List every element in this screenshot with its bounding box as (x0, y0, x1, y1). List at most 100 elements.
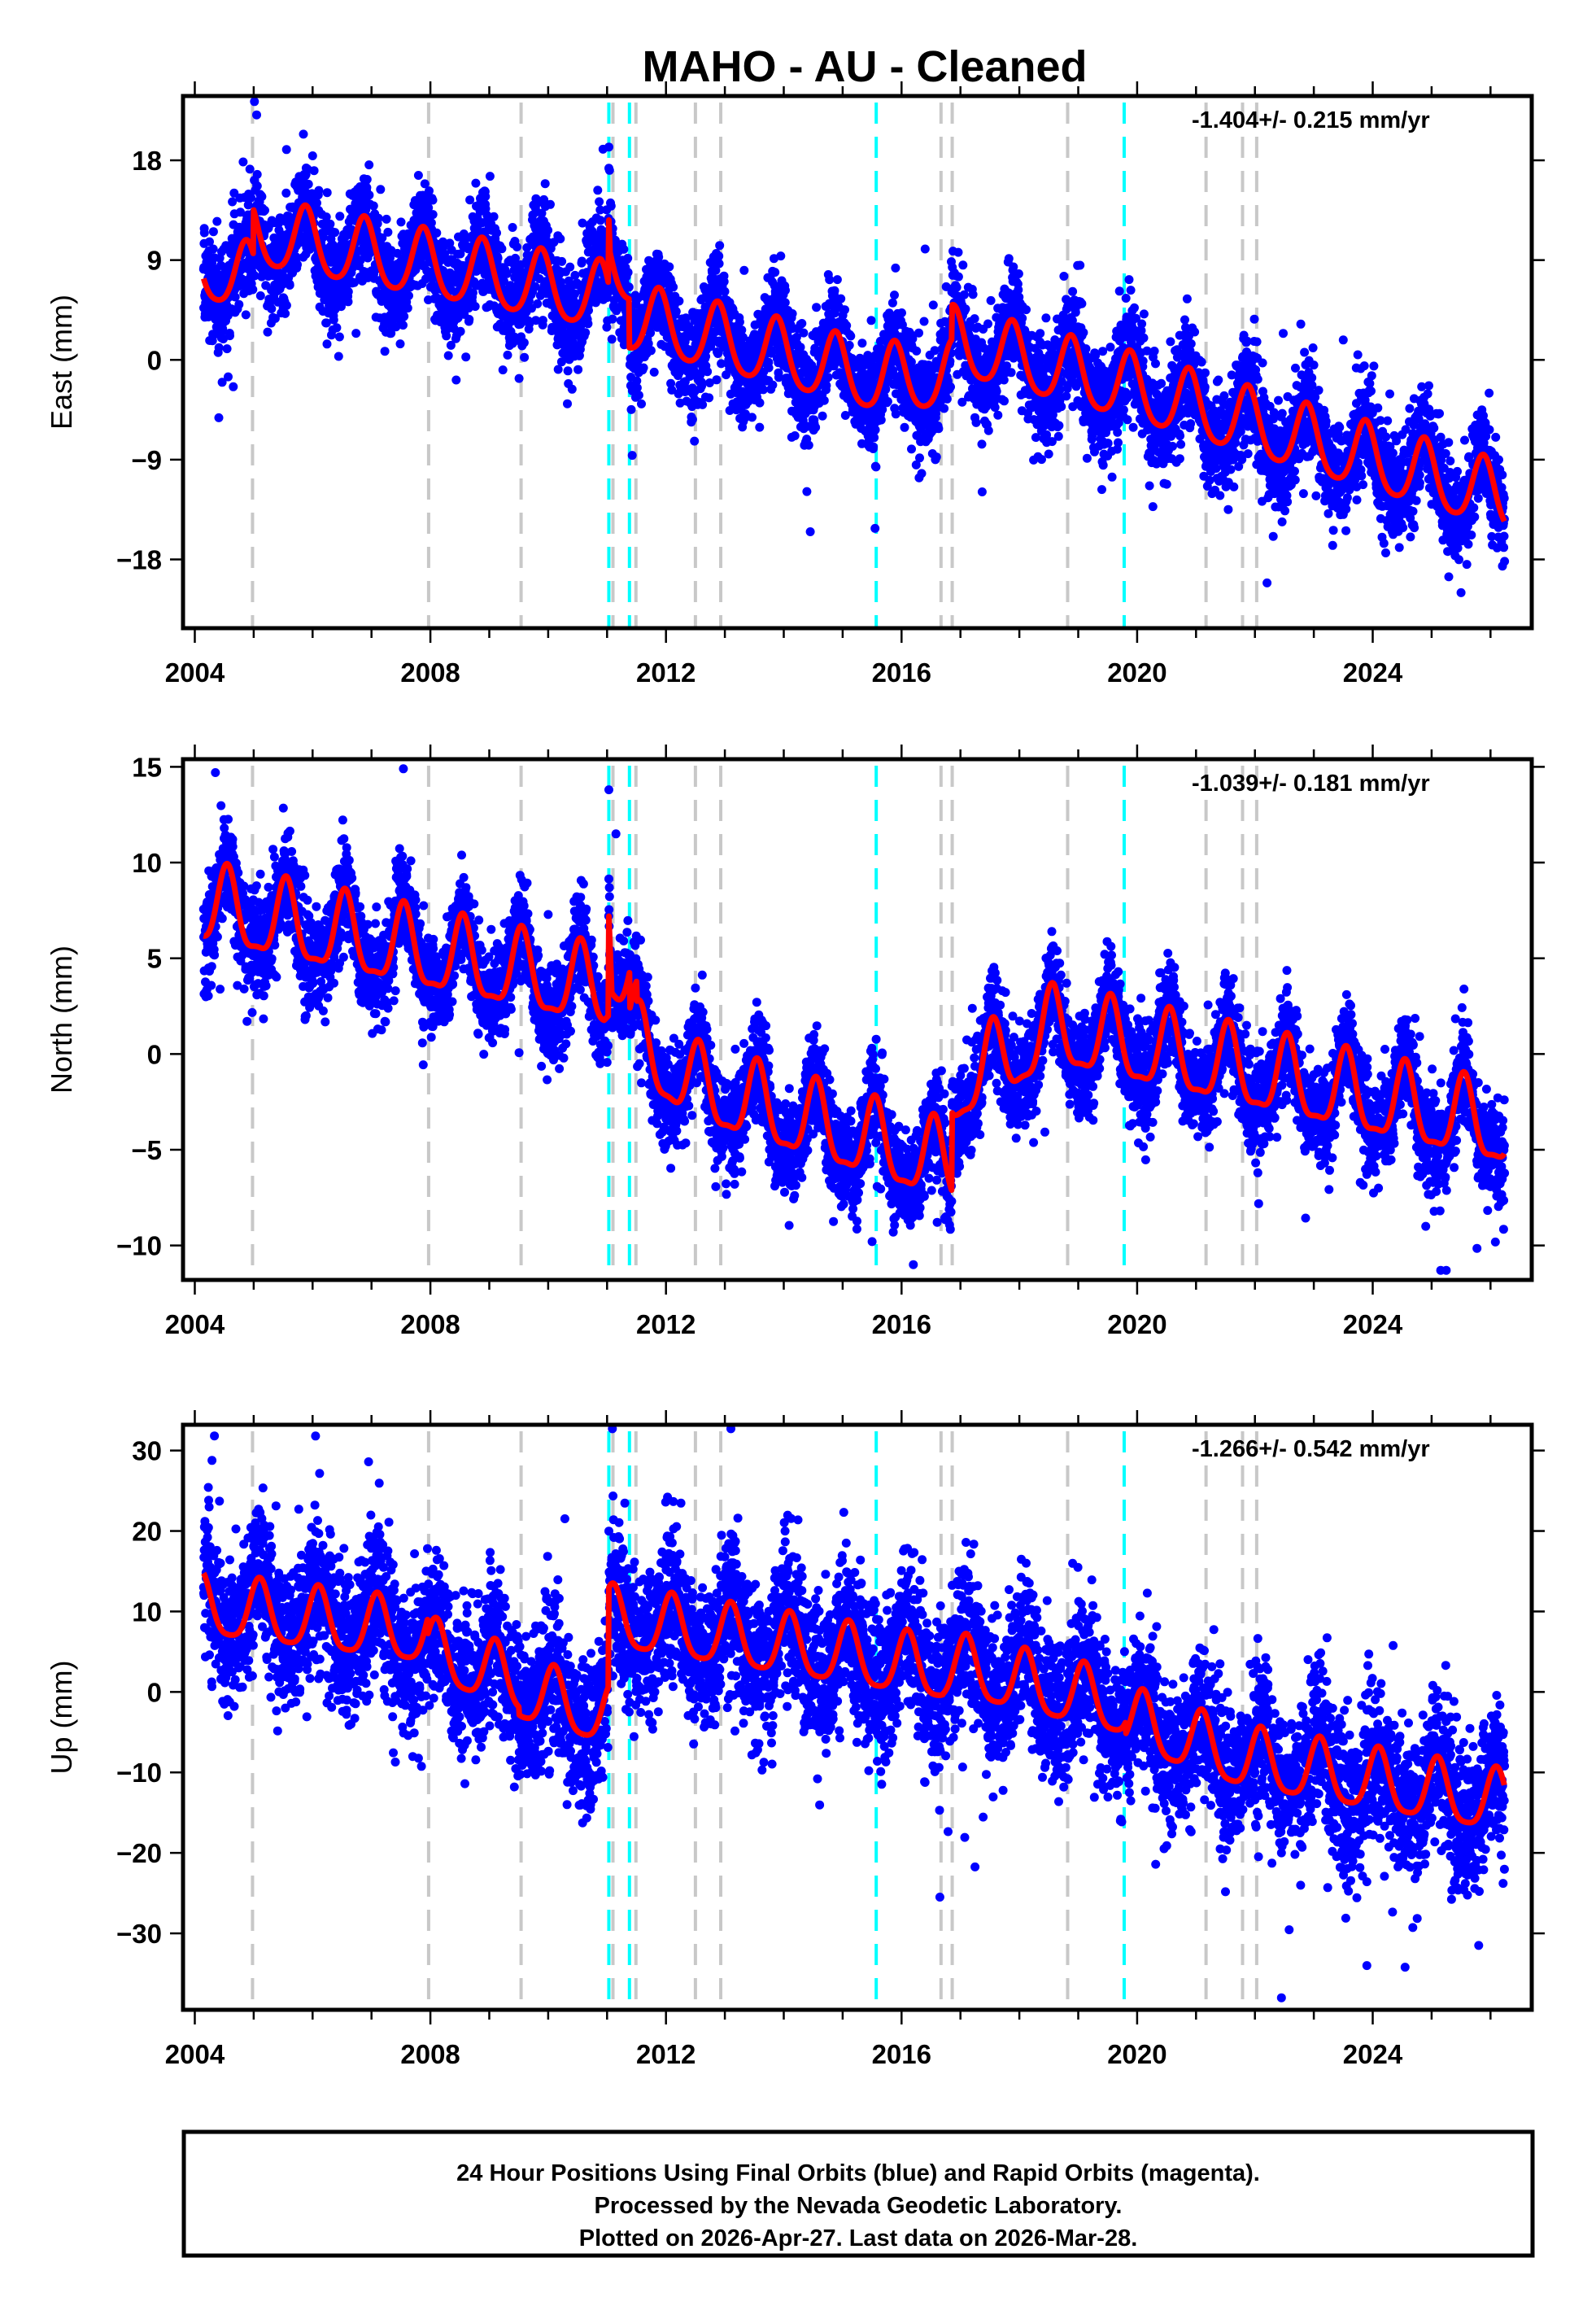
data-point (968, 290, 978, 299)
data-point (735, 317, 744, 327)
data-point (299, 129, 308, 139)
data-point (208, 227, 218, 237)
data-point (465, 195, 475, 205)
data-point (281, 188, 291, 198)
data-point (577, 256, 587, 266)
data-point (451, 375, 461, 385)
data-point (993, 410, 1003, 420)
data-point (428, 195, 438, 205)
data-point (222, 344, 232, 354)
data-point (674, 296, 684, 306)
data-point (464, 315, 474, 324)
data-point (224, 372, 233, 382)
data-point (649, 367, 659, 377)
data-point (990, 403, 1000, 413)
data-point (818, 411, 827, 421)
data-point (870, 425, 880, 435)
data-point (322, 339, 332, 349)
data-point (919, 317, 929, 326)
data-point (607, 334, 617, 344)
data-point (403, 304, 412, 313)
data-point (832, 275, 842, 285)
data-point (1044, 449, 1053, 459)
data-point (687, 415, 697, 424)
data-point (646, 346, 656, 356)
data-point (637, 399, 646, 408)
event-lines (251, 103, 1258, 628)
data-point (573, 365, 583, 374)
data-point (329, 315, 338, 325)
data-point (952, 282, 962, 292)
data-point (608, 314, 617, 324)
data-point (225, 331, 234, 341)
data-point (250, 271, 259, 281)
data-point (362, 175, 372, 184)
data-point (312, 199, 321, 207)
data-point (876, 415, 886, 425)
data-point (891, 409, 900, 419)
data-point (844, 340, 854, 350)
data-point (593, 186, 603, 195)
data-point (492, 228, 501, 238)
data-point (581, 328, 591, 338)
data-point (456, 326, 465, 336)
data-point (712, 375, 722, 385)
data-point (303, 179, 313, 189)
data-point (907, 444, 916, 454)
data-point (503, 350, 512, 360)
data-point (252, 181, 262, 191)
data-point (1004, 254, 1014, 264)
data-point (917, 469, 927, 478)
data-point (624, 282, 634, 292)
data-point (846, 331, 856, 341)
data-point (825, 275, 835, 285)
data-point (228, 197, 238, 207)
data-point (267, 304, 277, 313)
data-point (953, 272, 963, 282)
data-point (250, 97, 259, 107)
data-point (307, 151, 317, 160)
data-point (432, 228, 442, 238)
data-point (428, 210, 438, 220)
data-point (557, 256, 567, 266)
data-point (285, 281, 294, 290)
data-point (481, 192, 491, 201)
data-point (540, 179, 550, 189)
data-point (900, 422, 909, 432)
data-point (364, 160, 374, 170)
data-point (252, 169, 262, 179)
data-point (248, 285, 258, 295)
data-point (770, 268, 780, 277)
data-point (382, 214, 391, 224)
data-point (866, 316, 876, 325)
data-point (840, 305, 849, 315)
data-point (533, 299, 543, 308)
data-point (748, 413, 757, 422)
data-point (715, 241, 725, 251)
data-point (823, 373, 833, 382)
data-point (755, 398, 765, 408)
data-point (626, 404, 636, 414)
data-point (413, 171, 423, 180)
data-point (787, 309, 797, 318)
data-point (364, 190, 374, 200)
data-point (946, 382, 955, 391)
data-point (543, 225, 553, 235)
data-point (395, 339, 405, 349)
data-point (958, 260, 968, 270)
data-point (719, 277, 729, 286)
data-point (781, 286, 790, 295)
data-point (604, 165, 614, 175)
data-point (380, 347, 390, 356)
data-point (207, 336, 217, 346)
data-point (1000, 396, 1009, 406)
data-point (485, 172, 495, 181)
data-point (514, 373, 524, 383)
data-point (999, 375, 1009, 385)
data-point (208, 244, 218, 254)
data-point (897, 308, 906, 317)
data-point (1036, 329, 1045, 338)
data-points (198, 97, 1510, 597)
data-point (776, 251, 786, 261)
